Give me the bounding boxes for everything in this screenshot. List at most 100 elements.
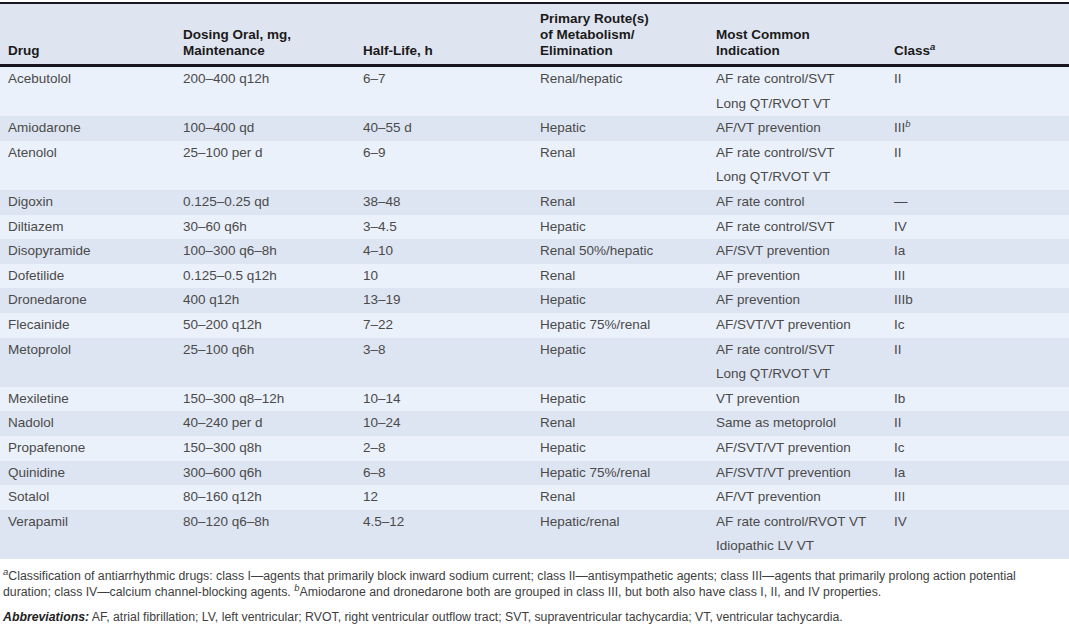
indication-cell: AF rate control bbox=[708, 190, 886, 215]
indication-line: AF rate control/SVT bbox=[716, 67, 878, 92]
dose-cell: 400 q12h bbox=[175, 288, 355, 313]
table-row: Acebutolol200–400 q12h6–7Renal/hepatic AF… bbox=[0, 66, 1069, 117]
indication-cell: AF/VT prevention bbox=[708, 116, 886, 141]
indication-line: VT prevention bbox=[716, 387, 878, 412]
drug-cell: Atenolol bbox=[0, 141, 175, 190]
class-cell: III bbox=[886, 264, 1069, 289]
indication-cell: AF/SVT prevention bbox=[708, 239, 886, 264]
col-header-label: Class bbox=[894, 43, 930, 58]
half-life-cell: 3–4.5 bbox=[355, 215, 532, 240]
indication-cell: VT prevention bbox=[708, 387, 886, 412]
dose-cell: 150–300 q8–12h bbox=[175, 387, 355, 412]
route-cell: Hepatic bbox=[532, 387, 708, 412]
table-row: Metoprolol25–100 q6h3–8HepaticAF rate co… bbox=[0, 338, 1069, 387]
indication-line: AF prevention bbox=[716, 288, 878, 313]
class-cell: IV bbox=[886, 215, 1069, 240]
half-life-cell: 4.5–12 bbox=[355, 510, 532, 559]
col-header-label: Half-Life, h bbox=[363, 43, 433, 58]
dose-cell: 100–300 q6–8h bbox=[175, 239, 355, 264]
indication-line: Long QT/RVOT VT bbox=[716, 165, 878, 190]
col-header-label: Primary Route(s) of Metabolism/ Eliminat… bbox=[540, 11, 649, 58]
route-cell: Renal bbox=[532, 190, 708, 215]
indication-line: AF rate control bbox=[716, 190, 878, 215]
header-row: Drug Dosing Oral, mg, Maintenance Half-L… bbox=[0, 3, 1069, 66]
drug-cell: Verapamil bbox=[0, 510, 175, 559]
table-row: Flecainide50–200 q12h7–22Hepatic 75%/ren… bbox=[0, 313, 1069, 338]
class-cell: IV bbox=[886, 510, 1069, 559]
class-cell: III bbox=[886, 485, 1069, 510]
abbreviations-label: Abbreviations: bbox=[3, 610, 89, 624]
drug-cell: Sotalol bbox=[0, 485, 175, 510]
col-header-drug: Drug bbox=[0, 3, 175, 66]
dose-cell: 25–100 per d bbox=[175, 141, 355, 190]
table-body: Acebutolol200–400 q12h6–7Renal/hepaticAF… bbox=[0, 66, 1069, 559]
route-cell: Hepatic bbox=[532, 338, 708, 387]
indication-cell: AF/SVT/VT prevention bbox=[708, 436, 886, 461]
drug-cell: Acebutolol bbox=[0, 66, 175, 117]
class-cell: — bbox=[886, 190, 1069, 215]
drug-cell: Diltiazem bbox=[0, 215, 175, 240]
col-header-metabolism: Primary Route(s) of Metabolism/ Eliminat… bbox=[532, 3, 708, 66]
indication-cell: AF/VT prevention bbox=[708, 485, 886, 510]
half-life-cell: 3–8 bbox=[355, 338, 532, 387]
route-cell: Renal 50%/hepatic bbox=[532, 239, 708, 264]
indication-cell: AF rate control/SVTLong QT/RVOT VT bbox=[708, 141, 886, 190]
route-cell: Hepatic bbox=[532, 116, 708, 141]
col-header-half-life: Half-Life, h bbox=[355, 3, 532, 66]
route-cell: Renal bbox=[532, 264, 708, 289]
route-cell: Renal bbox=[532, 485, 708, 510]
indication-line: AF/SVT/VT prevention bbox=[716, 436, 878, 461]
drug-cell: Disopyramide bbox=[0, 239, 175, 264]
indication-line: Long QT/RVOT VT bbox=[716, 362, 878, 387]
drug-cell: Metoprolol bbox=[0, 338, 175, 387]
dose-cell: 150–300 q8h bbox=[175, 436, 355, 461]
route-cell: Renal/hepatic bbox=[532, 66, 708, 117]
table-row: Quinidine300–600 q6h6–8Hepatic 75%/renal… bbox=[0, 461, 1069, 486]
table-header: Drug Dosing Oral, mg, Maintenance Half-L… bbox=[0, 3, 1069, 66]
dose-cell: 100–400 qd bbox=[175, 116, 355, 141]
route-cell: Hepatic 75%/renal bbox=[532, 313, 708, 338]
indication-line: AF/VT prevention bbox=[716, 485, 878, 510]
indication-line: AF/SVT/VT prevention bbox=[716, 313, 878, 338]
indication-cell: AF prevention bbox=[708, 264, 886, 289]
route-cell: Hepatic bbox=[532, 436, 708, 461]
half-life-cell: 6–7 bbox=[355, 66, 532, 117]
table-row: Dronedarone400 q12h13–19HepaticAF preven… bbox=[0, 288, 1069, 313]
route-cell: Hepatic 75%/renal bbox=[532, 461, 708, 486]
route-cell: Hepatic bbox=[532, 288, 708, 313]
indication-cell: AF prevention bbox=[708, 288, 886, 313]
indication-line: AF/SVT/VT prevention bbox=[716, 461, 878, 486]
drug-cell: Nadolol bbox=[0, 411, 175, 436]
table-row: Nadolol40–240 per d10–24RenalSame as met… bbox=[0, 411, 1069, 436]
dose-cell: 50–200 q12h bbox=[175, 313, 355, 338]
abbreviations-text: AF, atrial fibrillation; LV, left ventri… bbox=[89, 610, 843, 624]
route-cell: Renal bbox=[532, 141, 708, 190]
drug-cell: Mexiletine bbox=[0, 387, 175, 412]
class-cell: IIIb bbox=[886, 116, 1069, 141]
dose-cell: 300–600 q6h bbox=[175, 461, 355, 486]
table-row: Sotalol80–160 q12h12RenalAF/VT preventio… bbox=[0, 485, 1069, 510]
indication-line: AF rate control/SVT bbox=[716, 338, 878, 363]
half-life-cell: 2–8 bbox=[355, 436, 532, 461]
indication-line: Long QT/RVOT VT bbox=[716, 92, 878, 117]
col-header-label: Most Common Indication bbox=[716, 27, 810, 58]
dose-cell: 40–240 per d bbox=[175, 411, 355, 436]
table-row: Diltiazem30–60 q6h3–4.5HepaticAF rate co… bbox=[0, 215, 1069, 240]
table-row: Verapamil80–120 q6–8h4.5–12Hepatic/renal… bbox=[0, 510, 1069, 559]
indication-cell: AF rate control/SVT bbox=[708, 215, 886, 240]
col-header-indication: Most Common Indication bbox=[708, 3, 886, 66]
drug-cell: Dofetilide bbox=[0, 264, 175, 289]
dose-cell: 0.125–0.5 q12h bbox=[175, 264, 355, 289]
table-row: Propafenone150–300 q8h2–8HepaticAF/SVT/V… bbox=[0, 436, 1069, 461]
class-cell: Ic bbox=[886, 313, 1069, 338]
table-row: Dofetilide0.125–0.5 q12h10RenalAF preven… bbox=[0, 264, 1069, 289]
dose-cell: 80–120 q6–8h bbox=[175, 510, 355, 559]
dose-cell: 200–400 q12h bbox=[175, 66, 355, 117]
half-life-cell: 10 bbox=[355, 264, 532, 289]
table-row: Digoxin0.125–0.25 qd38–48RenalAF rate co… bbox=[0, 190, 1069, 215]
table-footnote: aClassification of antiarrhythmic drugs:… bbox=[0, 568, 1069, 600]
class-cell: Ia bbox=[886, 461, 1069, 486]
class-cell: II bbox=[886, 141, 1069, 190]
drug-cell: Flecainide bbox=[0, 313, 175, 338]
class-cell: Ib bbox=[886, 387, 1069, 412]
